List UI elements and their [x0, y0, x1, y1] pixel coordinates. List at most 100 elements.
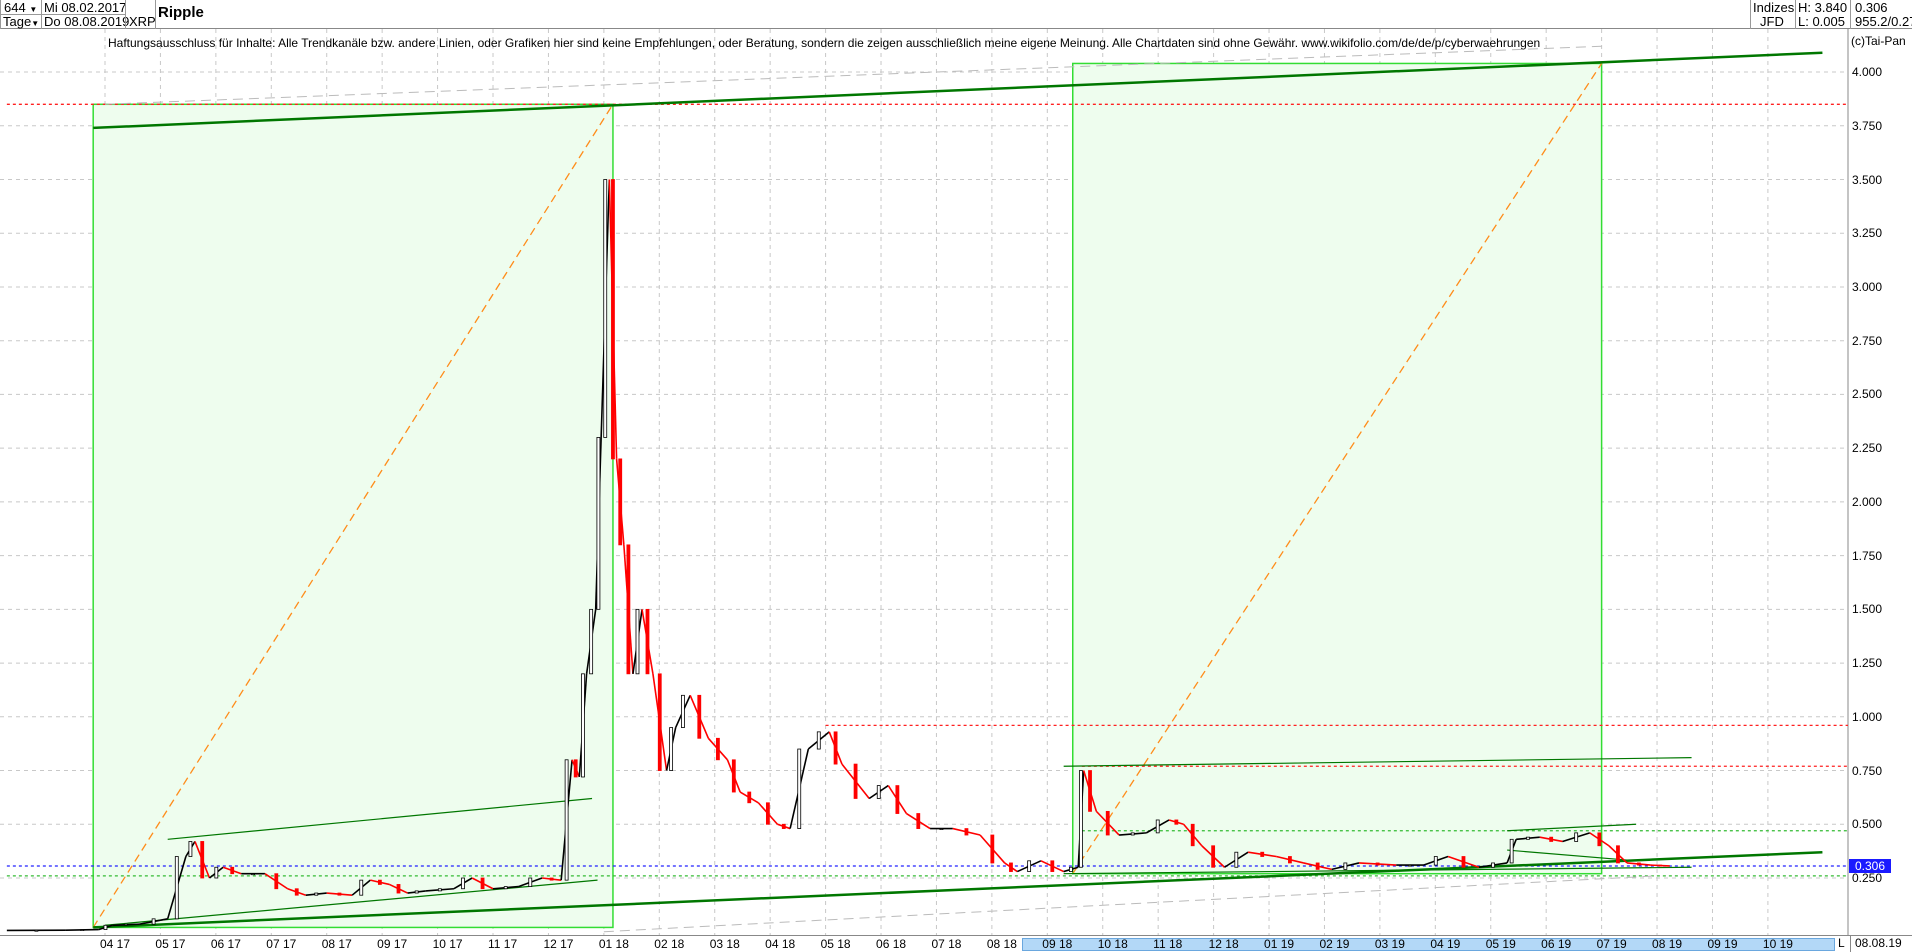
time-tick-label: 02 19: [1319, 937, 1350, 951]
candle: [781, 823, 786, 829]
candle: [681, 694, 685, 728]
candle: [716, 737, 720, 761]
price-tick-label: 1.500: [1852, 602, 1883, 617]
candle: [833, 731, 838, 765]
candle: [1491, 862, 1495, 868]
candle: [657, 673, 662, 771]
candle: [1375, 862, 1380, 866]
price-tick-label: 1.750: [1852, 548, 1883, 563]
candle: [214, 866, 219, 879]
time-tick-label: 10 17: [432, 937, 463, 951]
candle: [1526, 836, 1530, 840]
candle: [797, 748, 802, 829]
candle: [151, 918, 156, 925]
time-tick-label: 11 18: [1153, 937, 1183, 951]
candle: [437, 888, 442, 892]
candle: [188, 841, 193, 857]
time-tick-label: 12 17: [543, 937, 574, 951]
price-tick-label: 3.000: [1852, 279, 1883, 294]
price-tick-label: 0.750: [1852, 763, 1883, 778]
trend-channel-line: [93, 850, 1823, 929]
candle: [461, 877, 465, 890]
candle: [564, 759, 569, 881]
data-source: JFD: [1760, 14, 1784, 29]
price-tick-label: 3.750: [1852, 118, 1883, 133]
bar-count-select[interactable]: 644 ▼: [4, 1, 37, 17]
interval-select[interactable]: Tage▼: [3, 15, 39, 31]
low-value: L: 0.005: [1798, 14, 1845, 29]
candle: [697, 694, 702, 739]
scale-button[interactable]: L: [1838, 936, 1845, 950]
price-tick-label: 2.500: [1852, 387, 1883, 402]
time-tick-label: 04 18: [765, 937, 796, 951]
time-tick-label: 05 17: [155, 937, 186, 951]
candle: [1260, 851, 1265, 857]
candle: [611, 179, 615, 460]
high-value: H: 3.840: [1798, 0, 1848, 15]
candle: [876, 785, 881, 799]
time-tick-label: 12 18: [1208, 937, 1239, 951]
candle: [1088, 770, 1092, 812]
last-price-label: 0.306: [1849, 858, 1892, 873]
candle: [174, 856, 179, 920]
candle: [503, 886, 508, 890]
price-chart[interactable]: [0, 29, 1912, 935]
candle: [480, 877, 485, 890]
time-tick-label: 11 17: [488, 937, 518, 951]
time-tick-label: 08 18: [986, 937, 1017, 951]
candle: [103, 924, 108, 930]
time-tick-label: 10 19: [1762, 937, 1793, 951]
time-axis: 04 17 05 17 06 17 07 17 08 17 09 17 10 17 11 17…: [0, 935, 1912, 952]
time-scrollbar[interactable]: [1022, 938, 1835, 951]
candle: [1616, 845, 1620, 864]
candle: [765, 802, 770, 825]
end-date[interactable]: Do 08.08.2019: [44, 14, 130, 29]
candle: [200, 841, 205, 879]
candle: [1315, 862, 1320, 870]
candle: [34, 929, 39, 932]
candle: [939, 828, 944, 830]
price-tick-label: 1.000: [1852, 709, 1883, 724]
candle: [1433, 856, 1438, 866]
exchange-group: Indizes: [1753, 0, 1795, 15]
candle: [1130, 832, 1135, 836]
candle: [964, 828, 969, 836]
start-date[interactable]: Mi 08.02.2017: [44, 0, 127, 15]
candle: [1155, 819, 1160, 834]
trend-line: [1507, 849, 1637, 862]
instrument-title: Ripple: [158, 4, 204, 21]
chevron-down-icon: ▼: [31, 19, 40, 28]
candle: [1288, 856, 1292, 864]
candle: [377, 879, 382, 885]
candle: [1597, 832, 1602, 847]
disclaimer-text: Haftungsausschluss für Inhalte: Alle Tre…: [108, 36, 1541, 50]
last-value: 0.306: [1855, 0, 1888, 15]
interval-value: Tage: [3, 14, 32, 29]
candle: [274, 873, 279, 890]
time-tick-label: 05 19: [1485, 937, 1516, 951]
trend-line: [1063, 757, 1692, 767]
candle: [747, 791, 752, 804]
candle: [123, 923, 128, 926]
candle: [414, 890, 419, 894]
candle: [396, 884, 401, 894]
trend-line: [1507, 823, 1637, 832]
trend-line: [167, 797, 593, 840]
bar-count-value: 644: [4, 0, 26, 15]
time-tick-label: 04 17: [100, 937, 131, 951]
candle: [337, 892, 342, 896]
candle: [314, 892, 319, 896]
candle: [618, 458, 623, 546]
time-tick-label: 03 19: [1374, 937, 1405, 951]
extra-value: 955.2/0.27: [1855, 14, 1912, 29]
price-tick-label: 1.250: [1852, 656, 1883, 671]
price-tick-label: 0.250: [1852, 871, 1883, 885]
time-tick-label: 09 19: [1707, 937, 1738, 951]
candle: [853, 763, 858, 799]
time-tick-label: 04 19: [1430, 937, 1461, 951]
price-tick-label: 3.500: [1852, 172, 1883, 187]
header-bar: 644 ▼ Mi 08.02.2017 Tage▼ Do 08.08.2019 …: [0, 0, 1912, 29]
candle: [80, 929, 85, 931]
candle: [1079, 770, 1083, 868]
time-tick-label: 06 18: [876, 937, 907, 951]
